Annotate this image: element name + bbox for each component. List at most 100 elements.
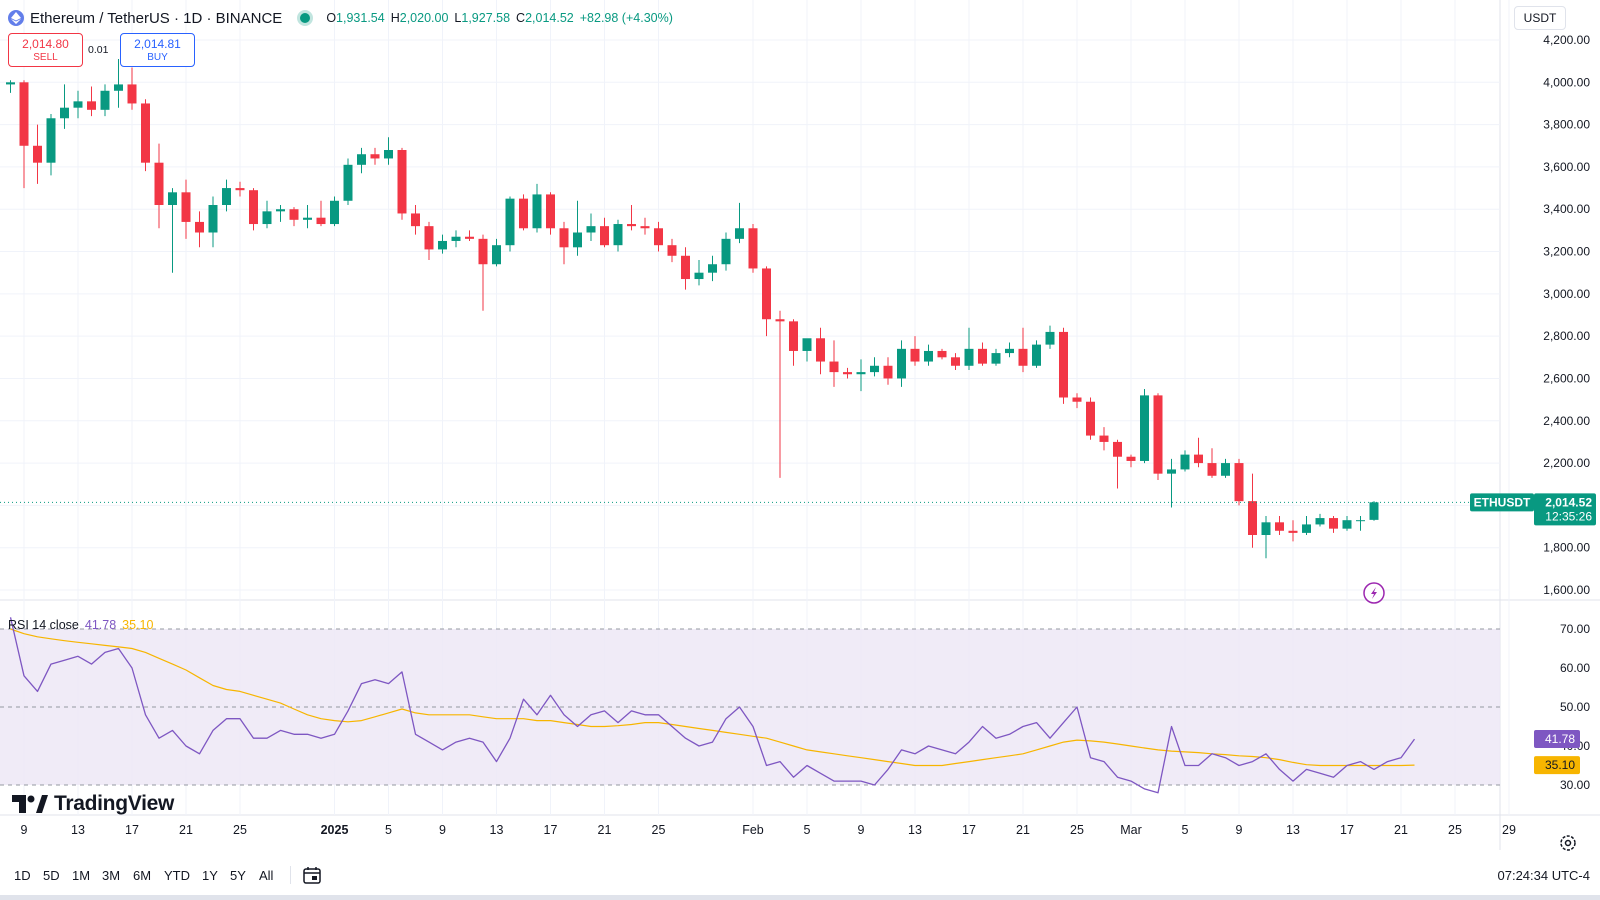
candle-body [1194,454,1203,464]
candle-body [262,211,272,225]
candle-body [60,107,69,119]
candle-body [735,228,744,239]
ohlc-low-value: 1,927.58 [461,11,511,25]
candle-body [1099,435,1109,442]
rsi-axis-tick-label: 30.00 [1560,778,1590,792]
lightning-icon [1363,582,1385,604]
range-3m[interactable]: 3M [102,868,121,883]
symbol-title[interactable]: Ethereum / TetherUS · 1D · BINANCE [30,9,283,27]
price-axis-tick-label: 3,800.00 [1543,118,1590,132]
time-axis-tick-label: 21 [1016,823,1030,837]
time-axis-tick-label: 25 [233,823,247,837]
range-5d[interactable]: 5D [43,868,60,883]
candle-body [748,228,758,269]
candle-body [222,188,231,205]
utc-clock[interactable]: 07:24:34 UTC-4 [1497,868,1591,883]
rsi-axis-tick-label: 60.00 [1560,661,1590,675]
candle-body [883,365,893,379]
candle-body [249,190,258,225]
price-axis-tick-label: 1,800.00 [1543,541,1590,555]
candle-body [289,209,299,220]
time-axis-tick-label: 21 [598,823,612,837]
price-axis-tick-label: 1,600.00 [1543,583,1590,597]
candle-body [1140,395,1149,461]
candle-body [276,209,285,212]
candle-body [910,348,920,362]
candle-body [1248,501,1257,535]
buy-price: 2,014.81 [134,37,181,51]
candle-body [721,238,731,265]
range-ytd[interactable]: YTD [164,868,190,883]
ohlc-high: H2,020.00 [391,11,449,25]
time-axis-tick-label: 25 [1448,823,1462,837]
candle-body [1153,395,1163,474]
range-1y[interactable]: 1Y [202,868,218,883]
candle-body [789,321,798,351]
candle-body [627,224,636,227]
range-1d[interactable]: 1D [14,868,31,883]
candle-body [694,272,704,280]
price-axis-tick-label: 3,400.00 [1543,202,1590,216]
candle-body [343,164,353,201]
candle-body [181,192,191,222]
last-price-tag-value: 2,014.52 [1545,495,1592,509]
rsi-legend[interactable]: RSI 14 close 41.78 35.10 [8,618,153,632]
lightning-icon-bolt [1371,587,1377,599]
candle-body [1221,463,1230,476]
candle-body [546,194,555,229]
candle-body [1342,520,1352,529]
currency-selector[interactable]: USDT [1514,6,1566,30]
candle-body [505,198,515,246]
time-axis-tick-label: 17 [125,823,139,837]
candle-body [1302,524,1311,533]
candle-body [1275,522,1284,531]
range-all[interactable]: All [259,868,274,883]
candle-body [802,338,812,351]
ohlc-low: L1,927.58 [454,11,510,25]
candle-body [532,194,542,229]
time-axis-tick-label: 5 [385,823,392,837]
candle-body [19,82,29,146]
range-5y[interactable]: 5Y [230,868,246,883]
candle-body [1005,348,1014,354]
candle-body [816,338,825,362]
candle-body [451,236,461,241]
rsi-legend-value: 41.78 [84,618,117,632]
gear-icon-outer [1560,835,1576,851]
candle-body [1207,463,1217,476]
candle-body [6,82,15,85]
candle-body [208,205,218,233]
tradingview-logo-text: TradingView [54,792,175,815]
time-axis-tick-label: 13 [908,823,922,837]
candle-body [465,236,474,239]
candle-body [708,264,717,273]
time-axis-tick-label: 17 [544,823,558,837]
last-price-tag-bg [1534,493,1596,526]
time-axis-tick-label: 9 [21,823,28,837]
price-axis-tick-label: 2,800.00 [1543,329,1590,343]
price-axis-tick-label: 2,600.00 [1543,371,1590,385]
date-range-calendar-icon[interactable] [302,865,322,890]
candle-body [1032,344,1041,366]
time-axis-tick-label: 17 [1340,823,1354,837]
candle-body [519,198,528,229]
market-open-status-icon [300,13,311,23]
range-6m[interactable]: 6M [133,868,152,883]
candle-body [478,238,488,265]
candle-body [856,372,866,375]
candle-body [613,224,623,246]
candle-body [114,84,123,91]
ohlc-change: +82.98 (+4.30%) [579,11,673,25]
time-axis-tick-label: Feb [742,823,764,837]
candle-body [1261,522,1271,535]
candle-body [1180,454,1190,470]
range-1m[interactable]: 1M [72,868,91,883]
sell-button[interactable]: 2,014.80 SELL [8,33,83,67]
price-axis-tick-label: 2,400.00 [1543,414,1590,428]
candle-body [667,245,677,256]
candle-body [1086,401,1095,436]
candle-body [1329,518,1338,529]
candle-body [397,150,407,214]
buy-button[interactable]: 2,014.81 BUY [120,33,195,67]
